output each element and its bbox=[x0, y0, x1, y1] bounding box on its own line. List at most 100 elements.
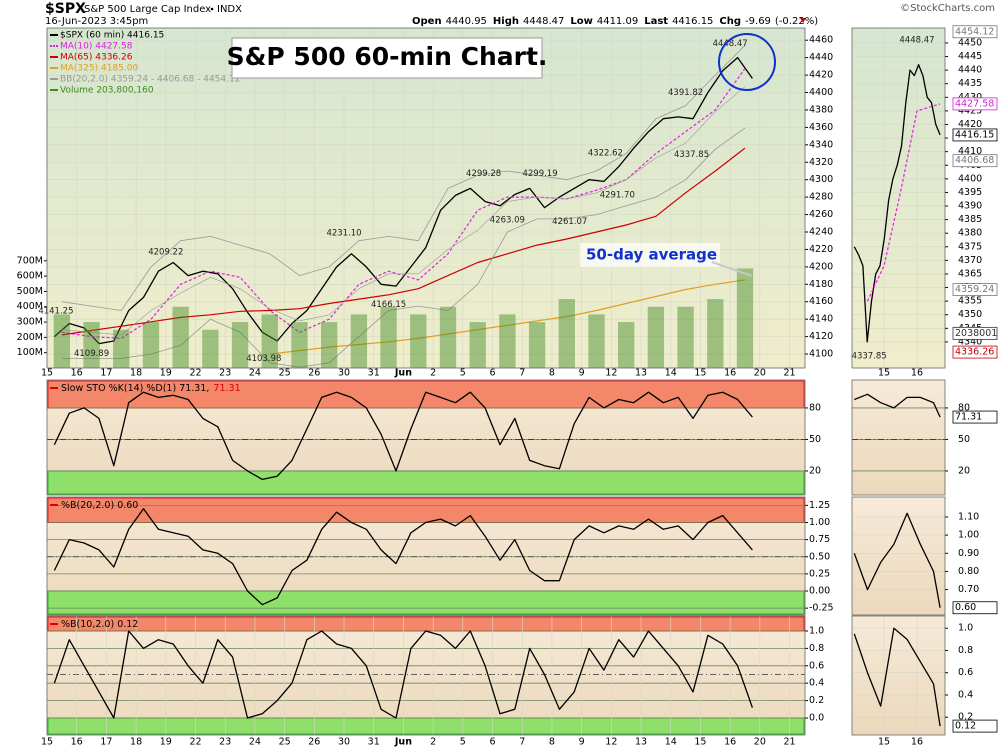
volume-bar bbox=[202, 329, 219, 368]
price-annotation: 4299.19 bbox=[522, 169, 557, 179]
y-tick-label: 0.2 bbox=[809, 695, 824, 706]
panel-border bbox=[46, 27, 806, 369]
y-tick-label: 4375 bbox=[958, 241, 982, 252]
y-tick-label: 0.75 bbox=[809, 534, 830, 545]
last-value-label: 4359.24 bbox=[955, 284, 994, 295]
price-annotation: 4299.28 bbox=[466, 169, 501, 179]
legend-entry: MA(325) 4185.00 bbox=[60, 64, 138, 74]
volume-bar bbox=[647, 306, 665, 368]
legend-text: %B(20,2.0) 0.60 bbox=[61, 500, 138, 511]
series-line bbox=[53, 630, 754, 719]
x-tick-label: 24 bbox=[249, 737, 261, 748]
oversold-zone bbox=[47, 717, 805, 735]
overbought-zone bbox=[47, 497, 805, 523]
x-tick-label: 6 bbox=[490, 737, 496, 748]
volume-bar bbox=[558, 299, 575, 368]
quote-label: Chg bbox=[719, 16, 741, 27]
y2-tick-label: 100M bbox=[17, 347, 43, 358]
x-tick-label: 9 bbox=[579, 368, 585, 379]
y-tick-label: 4420 bbox=[809, 70, 833, 81]
y-tick-label: 0.70 bbox=[958, 584, 979, 595]
note-arrow bbox=[711, 261, 753, 277]
x-tick-label: 15 bbox=[41, 368, 53, 379]
x-tick-label: 12 bbox=[605, 368, 617, 379]
x-tick-label: 16 bbox=[71, 368, 83, 379]
volume-bar bbox=[83, 322, 100, 368]
panel-background bbox=[852, 616, 945, 735]
x-tick-label: 21 bbox=[784, 737, 796, 748]
y-tick-label: 0.2 bbox=[958, 712, 973, 723]
y-tick-label: 0.6 bbox=[958, 667, 973, 678]
x-tick-label: 14 bbox=[665, 737, 677, 748]
y-tick-label: 0.00 bbox=[809, 586, 830, 597]
x-tick-label: 25 bbox=[279, 737, 291, 748]
x-tick-label: 15 bbox=[878, 368, 890, 379]
volume-bar bbox=[528, 322, 546, 368]
x-tick-label: 20 bbox=[754, 737, 766, 748]
x-tick-label: 18 bbox=[130, 368, 142, 379]
volume-bar bbox=[321, 322, 338, 368]
y-tick-label: 0.0 bbox=[809, 713, 824, 724]
panel-legend: %B(20,2.0) 0.60 bbox=[61, 500, 138, 511]
panel-border bbox=[851, 27, 946, 369]
x-tick-label: 2 bbox=[430, 368, 436, 379]
legend-entry: $SPX (60 min) 4416.15 bbox=[60, 31, 164, 41]
y-tick-label: 4220 bbox=[809, 244, 833, 255]
x-tick-label: 24 bbox=[249, 368, 261, 379]
y-tick-label: 4355 bbox=[958, 296, 982, 307]
last-value-label: 4416.15 bbox=[955, 129, 994, 140]
quote-label: Low bbox=[570, 16, 592, 27]
last-value-label: 0.12 bbox=[955, 721, 976, 732]
x-tick-label: 15 bbox=[694, 368, 706, 379]
y-tick-label: 4450 bbox=[958, 37, 982, 48]
x-tick-label: 5 bbox=[460, 737, 466, 748]
y-tick-label: 4400 bbox=[809, 87, 833, 98]
price-annotation: 4109.89 bbox=[74, 349, 109, 359]
x-tick-label: 14 bbox=[665, 368, 677, 379]
y-tick-label: 0.50 bbox=[809, 551, 830, 562]
series-line bbox=[53, 508, 753, 606]
oversold-zone bbox=[47, 470, 805, 495]
last-value-box bbox=[952, 410, 998, 424]
quote-value: -9.69 bbox=[745, 16, 771, 27]
price-annotation: 4261.07 bbox=[552, 217, 587, 227]
last-value-label: 0.60 bbox=[955, 602, 976, 613]
price-annotation: 4448.47 bbox=[899, 36, 934, 46]
series-line bbox=[53, 391, 753, 481]
price-annotation: 4231.10 bbox=[326, 228, 361, 238]
panel-background bbox=[47, 616, 805, 735]
note-box bbox=[580, 243, 720, 267]
y-tick-label: 50 bbox=[809, 434, 821, 445]
last-value-label: 71.31 bbox=[955, 412, 982, 423]
volume-bar bbox=[142, 322, 160, 368]
quote-value: 4440.95 bbox=[446, 16, 487, 27]
y-tick-label: 4385 bbox=[958, 214, 982, 225]
y-tick-label: 1.0 bbox=[958, 623, 973, 634]
panel-border bbox=[46, 496, 806, 616]
y-tick-label: 4410 bbox=[958, 146, 982, 157]
x-tick-label: Jun bbox=[394, 737, 412, 748]
y2-tick-label: 400M bbox=[17, 301, 43, 312]
volume-bar bbox=[350, 314, 368, 368]
panel-legend: %B(10,2.0) 0.12 bbox=[61, 619, 138, 630]
y-tick-label: 0.4 bbox=[958, 689, 973, 700]
x-tick-label: 31 bbox=[368, 368, 380, 379]
credit: ©StockCharts.com bbox=[900, 3, 995, 14]
x-tick-label: 30 bbox=[338, 737, 350, 748]
y-tick-label: 20 bbox=[809, 465, 821, 476]
volume-bar bbox=[677, 306, 694, 368]
series-line bbox=[853, 627, 941, 727]
volume-bar bbox=[618, 322, 635, 368]
x-tick-label: 18 bbox=[130, 737, 142, 748]
panel-border bbox=[851, 496, 946, 616]
series-line bbox=[53, 56, 753, 345]
y2-tick-label: 600M bbox=[17, 271, 43, 282]
y2-tick-label: 700M bbox=[17, 255, 43, 266]
quote-value: 4416.15 bbox=[672, 16, 713, 27]
x-tick-label: 26 bbox=[308, 368, 320, 379]
last-value-box bbox=[952, 97, 998, 111]
x-tick-label: 13 bbox=[635, 368, 647, 379]
panel-border bbox=[851, 615, 946, 736]
x-tick-label: 23 bbox=[219, 737, 231, 748]
